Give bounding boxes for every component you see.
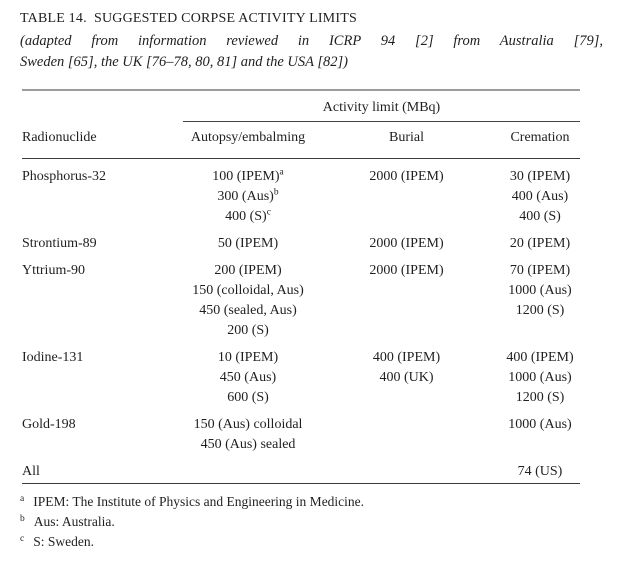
cell-value-line: 200 (S) xyxy=(227,323,269,338)
cell-value-line: 400 (S) xyxy=(519,209,561,224)
column-header-row: Radionuclide Autopsy/embalming Burial Cr… xyxy=(22,122,580,158)
burial-cell xyxy=(313,415,500,455)
radionuclide-cell: Phosphorus-32 xyxy=(22,169,107,184)
table-row: Gold-198 150 (Aus) colloidal 450 (Aus) se… xyxy=(22,415,580,455)
radionuclide-cell: All xyxy=(22,464,40,479)
autopsy-embalming-cell: 10 (IPEM) 450 (Aus) 600 (S) xyxy=(183,348,313,408)
autopsy-embalming-cell xyxy=(183,462,313,482)
cell-value-line: 1000 (Aus) xyxy=(508,370,572,385)
cremation-cell: 70 (IPEM) 1000 (Aus) 1200 (S) xyxy=(500,261,580,341)
column-header-burial: Burial xyxy=(389,130,424,145)
spanner-row: Activity limit (MBq) xyxy=(22,91,580,122)
cell-value-line: 74 (US) xyxy=(517,464,563,479)
spanner-header: Activity limit (MBq) xyxy=(183,91,580,122)
table-caption: TABLE 14. SUGGESTED CORPSE ACTIVITY LIMI… xyxy=(20,11,357,26)
cell-value-line: 400 (UK) xyxy=(379,370,434,385)
burial-cell xyxy=(313,462,500,482)
column-header-autopsy-embalming: Autopsy/embalming xyxy=(190,130,306,145)
cell-value-line: 2000 (IPEM) xyxy=(369,236,444,251)
cell-value-line: 30 (IPEM) xyxy=(509,169,571,184)
cell-value-line: 150 (Aus) colloidal xyxy=(193,417,303,432)
footnote-marker-ref: a xyxy=(279,167,284,178)
table-row: All 74 (US) xyxy=(22,462,580,482)
activity-limits-table: Activity limit (MBq) Radionuclide Autops… xyxy=(22,89,580,484)
table-top-rule xyxy=(22,89,580,91)
cell-value-line: 400 (IPEM) xyxy=(506,350,574,365)
burial-cell: 2000 (IPEM) xyxy=(313,234,500,254)
cremation-cell: 20 (IPEM) xyxy=(500,234,580,254)
cremation-cell: 1000 (Aus) xyxy=(500,415,580,455)
table-bottom-rule xyxy=(22,483,580,484)
footnote-text: S: Sweden. xyxy=(33,534,94,549)
cremation-cell: 30 (IPEM) 400 (Aus) 400 (S) xyxy=(500,167,580,227)
cell-value-line: 400 (Aus) xyxy=(511,189,569,204)
footnote-item: b Aus: Australia. xyxy=(20,512,603,532)
cell-value-line: 100 (IPEM)a xyxy=(212,167,284,184)
subtitle-line-1: (adapted from information reviewed in IC… xyxy=(20,33,603,49)
cell-value-line: 450 (sealed, Aus) xyxy=(199,303,297,318)
footnote-marker-ref: c xyxy=(266,207,271,218)
table-subtitle: (adapted from information reviewed in IC… xyxy=(20,31,603,73)
table-row: Iodine-131 10 (IPEM) 450 (Aus) 600 (S) 400… xyxy=(22,348,580,408)
cell-value-line: 150 (colloidal, Aus) xyxy=(192,283,304,298)
autopsy-embalming-cell: 150 (Aus) colloidal 450 (Aus) sealed xyxy=(183,415,313,455)
radionuclide-cell: Yttrium-90 xyxy=(22,263,85,278)
table-row: Strontium-89 50 (IPEM) 2000 (IPEM) 20 (I… xyxy=(22,234,580,254)
cell-value-line: 300 (Aus)b xyxy=(217,187,279,204)
cremation-cell: 400 (IPEM) 1000 (Aus) 1200 (S) xyxy=(500,348,580,408)
cell-value-line: 450 (Aus) sealed xyxy=(200,437,296,452)
autopsy-embalming-cell: 200 (IPEM) 150 (colloidal, Aus) 450 (seale… xyxy=(183,261,313,341)
radionuclide-cell: Gold-198 xyxy=(22,417,76,432)
cell-value-line: 1000 (Aus) xyxy=(508,417,572,432)
cell-value-line: 1200 (S) xyxy=(515,390,565,405)
cell-value-line: 600 (S) xyxy=(227,390,269,405)
burial-cell: 400 (IPEM) 400 (UK) xyxy=(313,348,500,408)
subtitle-line-2: Sweden [65], the UK [76–78, 80, 81] and … xyxy=(20,54,348,70)
cell-value-line: 400 (S)c xyxy=(225,207,271,224)
radionuclide-cell: Strontium-89 xyxy=(22,236,97,251)
cell-value-line: 200 (IPEM) xyxy=(214,263,282,278)
footnote-item: c S: Sweden. xyxy=(20,532,603,552)
autopsy-embalming-cell: 100 (IPEM)a 300 (Aus)b 400 (S)c xyxy=(183,167,313,227)
column-header-radionuclide: Radionuclide xyxy=(22,130,97,145)
table-row: Yttrium-90 200 (IPEM) 150 (colloidal, Aus… xyxy=(22,261,580,341)
autopsy-embalming-cell: 50 (IPEM) xyxy=(183,234,313,254)
cell-value-line: 1200 (S) xyxy=(515,303,565,318)
cell-value-line: 10 (IPEM) xyxy=(217,350,279,365)
footnote-text: Aus: Australia. xyxy=(33,514,115,529)
cremation-cell: 74 (US) xyxy=(500,462,580,482)
footnote-marker: b xyxy=(20,513,25,524)
cell-value-line: 50 (IPEM) xyxy=(217,236,279,251)
cell-value-line: 1000 (Aus) xyxy=(508,283,572,298)
cell-value-line: 70 (IPEM) xyxy=(509,263,571,278)
footnote-text: IPEM: The Institute of Physics and Engin… xyxy=(33,494,365,509)
footnote-marker-ref: b xyxy=(273,187,279,198)
burial-cell: 2000 (IPEM) xyxy=(313,261,500,341)
burial-cell: 2000 (IPEM) xyxy=(313,167,500,227)
cell-value-line: 450 (Aus) xyxy=(219,370,277,385)
footnote-marker: c xyxy=(20,533,25,544)
footnote-marker: a xyxy=(20,493,25,504)
footnotes: a IPEM: The Institute of Physics and Engi… xyxy=(20,484,603,552)
table-row: Phosphorus-32 100 (IPEM)a 300 (Aus)b 400 (… xyxy=(22,167,580,227)
cell-value-line: 400 (IPEM) xyxy=(372,350,441,365)
cell-value-line: 20 (IPEM) xyxy=(509,236,571,251)
spanner-spacer xyxy=(22,91,183,122)
cell-value-line: 2000 (IPEM) xyxy=(369,263,444,278)
footnote-item: a IPEM: The Institute of Physics and Engi… xyxy=(20,492,603,512)
table-body: Phosphorus-32 100 (IPEM)a 300 (Aus)b 400 (… xyxy=(22,159,580,483)
cell-value-line: 2000 (IPEM) xyxy=(369,169,444,184)
header-rule xyxy=(22,158,580,159)
radionuclide-cell: Iodine-131 xyxy=(22,350,84,365)
column-header-cremation: Cremation xyxy=(510,130,570,145)
